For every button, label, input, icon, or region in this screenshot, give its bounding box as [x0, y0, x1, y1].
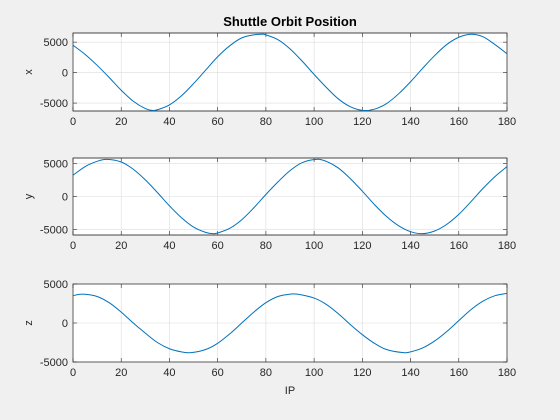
x-tick-label: 80: [260, 116, 272, 128]
y-tick-label: -5000: [40, 357, 68, 369]
y-tick-label: 0: [62, 192, 68, 204]
x-tick-label: 60: [212, 116, 224, 128]
y-tick-label: -5000: [40, 98, 68, 110]
x-tick-label: 0: [70, 116, 76, 128]
x-tick-label: 20: [115, 116, 127, 128]
x-axis-label: IP: [285, 385, 295, 397]
y-axis-label: y: [23, 193, 35, 199]
chart-title: Shuttle Orbit Position: [223, 14, 357, 29]
axes-background: [72, 32, 508, 112]
x-tick-label: 100: [305, 240, 323, 252]
x-tick-label: 40: [163, 240, 175, 252]
series-line: [72, 158, 508, 235]
y-axis-label: x: [23, 69, 35, 75]
x-tick-label: 100: [305, 116, 323, 128]
x-tick-label: 140: [401, 116, 419, 128]
x-tick-label: 0: [70, 240, 76, 252]
x-tick-label: 40: [163, 116, 175, 128]
y-tick-label: 5000: [44, 279, 68, 291]
series-line: [72, 292, 508, 354]
x-tick-label: 120: [353, 240, 371, 252]
x-tick-label: 140: [401, 367, 419, 379]
x-tick-label: 160: [450, 240, 468, 252]
x-tick-label: 20: [115, 240, 127, 252]
x-tick-label: 60: [212, 367, 224, 379]
x-tick-label: 80: [260, 240, 272, 252]
x-tick-label: 140: [401, 240, 419, 252]
y-tick-label: -5000: [40, 225, 68, 237]
axes-frame: [72, 32, 508, 112]
x-tick-label: 100: [305, 367, 323, 379]
y-tick-label: 0: [62, 68, 68, 80]
x-tick-label: 180: [498, 367, 516, 379]
x-tick-label: 20: [115, 367, 127, 379]
x-tick-label: 80: [260, 367, 272, 379]
x-tick-label: 160: [450, 367, 468, 379]
y-tick-label: 5000: [44, 37, 68, 49]
x-tick-label: 0: [70, 367, 76, 379]
x-tick-label: 180: [498, 116, 516, 128]
x-tick-label: 160: [450, 116, 468, 128]
series-line: [72, 33, 508, 112]
y-tick-label: 0: [62, 318, 68, 330]
x-tick-label: 120: [353, 367, 371, 379]
x-tick-label: 180: [498, 240, 516, 252]
x-tick-label: 40: [163, 367, 175, 379]
y-tick-label: 5000: [44, 158, 68, 170]
y-axis-label: z: [23, 320, 35, 326]
x-tick-label: 120: [353, 116, 371, 128]
x-tick-label: 60: [212, 240, 224, 252]
